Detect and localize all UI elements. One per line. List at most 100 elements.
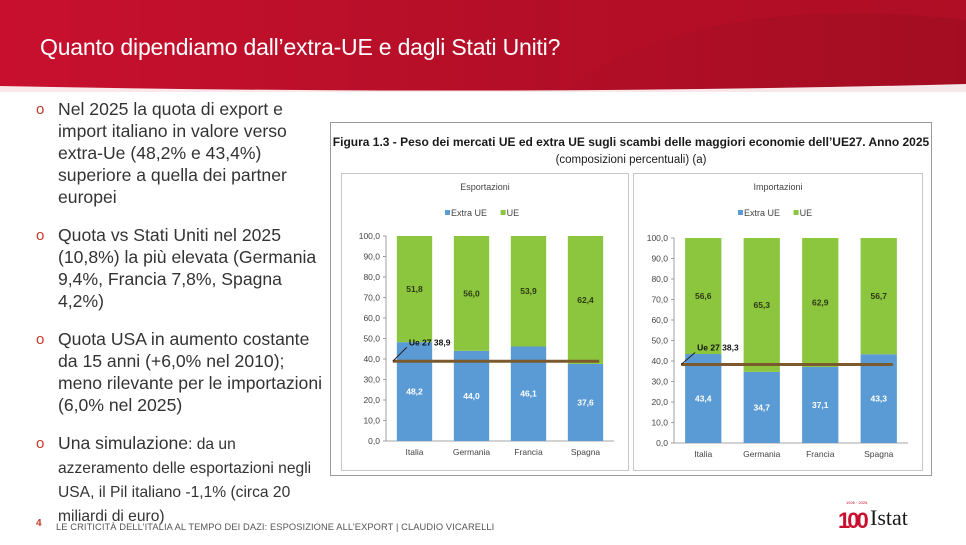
bullet-text: Quota vs Stati Uniti nel 2025 (10,8%) la…	[58, 225, 317, 311]
data-label: 51,8	[406, 284, 423, 294]
y-tick-label: 70,0	[363, 293, 380, 303]
reference-line-leader	[392, 346, 408, 362]
bullet-item: o Quota USA in aumento costante da 15 an…	[36, 328, 326, 416]
legend-swatch	[793, 210, 799, 215]
legend-label: UE	[800, 208, 813, 218]
bullet-text: Nel 2025 la quota di export e import ita…	[58, 99, 287, 207]
bar-extra-ue	[567, 363, 604, 441]
legend-label: Extra UE	[451, 208, 487, 218]
y-tick-label: 10,0	[363, 416, 380, 426]
x-tick-label: Italia	[406, 447, 424, 457]
bullet-marker: o	[36, 331, 45, 348]
x-tick-label: Spagna	[571, 447, 601, 457]
bullet-marker: o	[36, 435, 45, 452]
figure-title-text: Figura 1.3 - Peso dei mercati UE ed extr…	[332, 135, 930, 149]
bar-extra-ue	[802, 366, 839, 443]
y-tick-label: 60,0	[651, 315, 668, 325]
y-tick-label: 100,0	[647, 233, 669, 243]
bullet-text: Quota USA in aumento costante da 15 anni…	[58, 329, 323, 415]
data-label: 44,0	[463, 391, 480, 401]
chart-title: Esportazioni	[460, 182, 510, 192]
bullet-item: o Quota vs Stati Uniti nel 2025 (10,8%) …	[36, 224, 326, 312]
y-tick-label: 0,0	[656, 438, 668, 448]
y-tick-label: 40,0	[363, 354, 380, 364]
y-tick-label: 70,0	[651, 295, 668, 305]
chart-title: Importazioni	[753, 182, 802, 192]
bar-extra-ue	[396, 342, 433, 441]
legend-label: UE	[507, 208, 520, 218]
x-tick-label: Italia	[694, 449, 712, 459]
imports-chart: Importazioni Extra UE UE 0,0 10,0 20,0 30,0 40,…	[647, 182, 908, 459]
y-tick-label: 10,0	[651, 418, 668, 428]
figure-box: Figura 1.3 - Peso dei mercati UE ed extr…	[330, 122, 932, 476]
bar-extra-ue	[860, 354, 897, 443]
footer-text: LE CRITICITÀ DELL’ITALIA AL TEMPO DEI DA…	[56, 522, 495, 532]
legend-swatch	[445, 210, 450, 215]
bar-ue	[453, 236, 490, 351]
header-banner	[0, 0, 966, 92]
bar-extra-ue	[743, 371, 780, 443]
reference-line-leader	[680, 352, 696, 365]
bullet-list: o Nel 2025 la quota di export e import i…	[36, 98, 326, 542]
data-label: 34,7	[753, 402, 770, 412]
bullet-text: : da un azzeramento delle esportazioni n…	[58, 436, 312, 525]
data-label: 56,6	[695, 291, 712, 301]
legend-swatch	[738, 210, 743, 215]
istat-100-logo-icon: 1926 · 2026 100	[838, 500, 871, 532]
bar-extra-ue	[685, 354, 722, 443]
x-tick-label: Germania	[743, 449, 781, 459]
y-tick-label: 60,0	[363, 313, 380, 323]
bar-ue	[685, 238, 722, 355]
bar-ue	[510, 236, 547, 347]
y-tick-label: 80,0	[363, 272, 380, 282]
chart-panel-imports: Importazioni Extra UE UE 0,0 10,0 20,0 30,0 40,…	[633, 173, 923, 471]
data-label: 43,3	[870, 394, 887, 404]
data-label: 48,2	[406, 387, 423, 397]
data-label: 37,1	[812, 400, 829, 410]
legend-swatch	[500, 210, 506, 215]
bullet-marker: o	[36, 101, 45, 118]
slide-title: Quanto dipendiamo dall’extra-UE e dagli …	[40, 34, 561, 60]
y-tick-label: 50,0	[363, 334, 380, 344]
bullet-item: o Una simulazione: da un azzeramento del…	[36, 432, 326, 528]
x-tick-label: Spagna	[864, 449, 894, 459]
x-tick-label: Germania	[453, 447, 491, 457]
bar-ue	[743, 238, 780, 372]
page-number: 4	[36, 518, 42, 529]
y-tick-label: 100,0	[359, 231, 381, 241]
y-tick-label: 0,0	[368, 436, 380, 446]
bullet-marker: o	[36, 227, 45, 244]
bar-extra-ue	[453, 350, 490, 441]
bullet-text-lead: Una simulazione	[58, 433, 189, 453]
logo-number: 100	[838, 508, 868, 532]
logo-years: 1926 · 2026	[846, 500, 868, 505]
istat-logo-text: Istat	[870, 505, 908, 530]
legend-label: Extra UE	[744, 208, 780, 218]
data-label: 43,4	[695, 394, 712, 404]
bullet-item: o Nel 2025 la quota di export e import i…	[36, 98, 326, 208]
y-tick-label: 40,0	[651, 356, 668, 366]
y-tick-label: 90,0	[363, 252, 380, 262]
bar-ue	[860, 238, 897, 355]
exports-chart: Esportazioni Extra UE UE 0,0 10,0 20,0 30,0 40,…	[359, 182, 614, 457]
data-label: 62,9	[812, 297, 829, 307]
data-label: 37,6	[577, 397, 594, 407]
bar-ue	[567, 236, 604, 364]
data-label: 53,9	[520, 286, 537, 296]
data-label: 56,0	[463, 288, 480, 298]
x-tick-label: Francia	[514, 447, 543, 457]
y-tick-label: 30,0	[363, 375, 380, 385]
reference-line-label: Ue 27 38,3	[697, 342, 739, 352]
figure-title: Figura 1.3 - Peso dei mercati UE ed extr…	[331, 133, 931, 166]
figure-subtitle: (composizioni percentuali) (a)	[555, 154, 707, 166]
y-tick-label: 90,0	[651, 254, 668, 264]
y-tick-label: 50,0	[651, 336, 668, 346]
x-tick-label: Francia	[806, 449, 835, 459]
data-label: 46,1	[520, 389, 537, 399]
y-tick-label: 30,0	[651, 377, 668, 387]
reference-line-label: Ue 27 38,9	[409, 337, 451, 347]
data-label: 65,3	[753, 300, 770, 310]
data-label: 62,4	[577, 295, 594, 305]
chart-panel-exports: Esportazioni Extra UE UE 0,0 10,0 20,0 30,0 40,…	[341, 173, 629, 471]
bar-ue	[396, 236, 433, 343]
